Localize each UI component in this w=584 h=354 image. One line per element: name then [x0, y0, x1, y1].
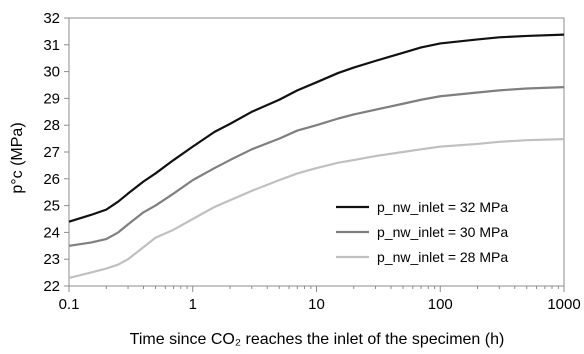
y-axis-ticks: 22 23 24 25 26 27 28 29 30 31 32: [43, 10, 69, 295]
y-tick-label: 32: [43, 10, 60, 27]
y-tick-label: 23: [43, 251, 60, 268]
y-tick-label: 28: [43, 117, 60, 134]
y-tick-label: 22: [43, 278, 60, 295]
plot-area: [68, 17, 565, 287]
y-tick-label: 25: [43, 198, 60, 215]
series-line-1: [68, 33, 565, 223]
x-tick-label: 1: [189, 296, 197, 313]
legend-label-2: p_nw_inlet = 30 MPa: [377, 224, 508, 240]
x-tick-label: 0.1: [59, 296, 80, 313]
series-line-3: [68, 138, 565, 280]
series-layer: [68, 33, 565, 280]
x-axis-ticks: 0.1 1 10 100 1000: [59, 286, 581, 313]
x-tick-label: 100: [428, 296, 453, 313]
y-tick-label: 27: [43, 144, 60, 161]
y-tick-label: 24: [43, 224, 60, 241]
y-tick-label: 31: [43, 37, 60, 54]
x-tick-label: 1000: [547, 296, 580, 313]
legend: p_nw_inlet = 32 MPa p_nw_inlet = 30 MPa p_…: [336, 199, 508, 265]
y-tick-label: 26: [43, 171, 60, 188]
y-axis-title: p°c (MPa): [9, 122, 26, 193]
x-tick-label: 10: [308, 296, 325, 313]
series-line-2: [68, 86, 565, 247]
legend-label-3: p_nw_inlet = 28 MPa: [377, 249, 508, 265]
y-tick-label: 30: [43, 64, 60, 81]
plot-frame: [68, 17, 565, 287]
x-axis-title: Time since CO₂ reaches the inlet of the …: [130, 331, 505, 348]
y-tick-label: 29: [43, 90, 60, 107]
legend-label-1: p_nw_inlet = 32 MPa: [377, 199, 508, 215]
